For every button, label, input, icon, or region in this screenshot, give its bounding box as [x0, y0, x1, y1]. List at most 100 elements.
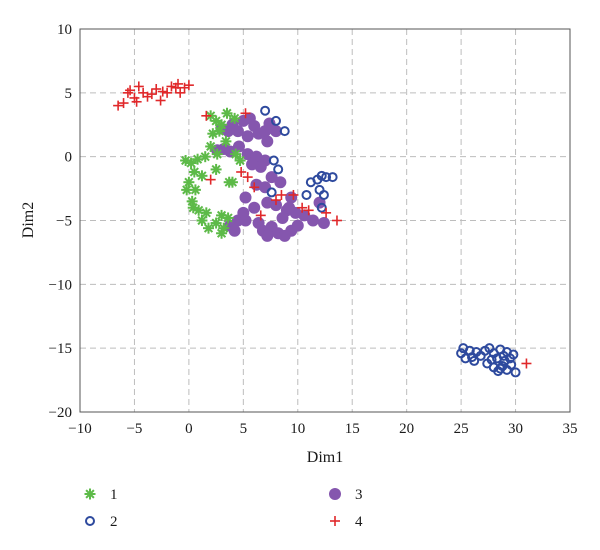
legend-item-1: 1 [84, 487, 118, 503]
series-4-point [162, 87, 173, 98]
y-tick-label: −5 [56, 214, 72, 230]
series-4-point [133, 81, 144, 92]
tick-labels: −10 −5 0 5 10 15 20 25 30 35 −20 −15 −10 −5 0 5 10 [49, 22, 578, 437]
series-4-point [236, 166, 247, 177]
series-1-point [186, 195, 198, 207]
series-4-point [271, 195, 281, 206]
series-4-point [131, 96, 142, 107]
series-1-point [222, 212, 234, 224]
series-4-point [331, 215, 342, 226]
series-2-point [260, 105, 271, 116]
series-2-point [316, 170, 327, 181]
series-3-point [248, 201, 261, 214]
legend: 1 2 3 4 [84, 487, 363, 530]
series-1-point [229, 112, 241, 124]
legend-label: 3 [355, 487, 363, 503]
series-2-point [279, 126, 290, 137]
series-4-point [118, 98, 129, 109]
legend-label: 1 [110, 487, 118, 503]
y-tick-label: 10 [57, 22, 72, 38]
series-3-point [291, 219, 304, 232]
series-2-point [273, 164, 284, 175]
data-points [113, 78, 532, 378]
series-1-point [210, 163, 222, 175]
series-4-point [321, 207, 332, 218]
series-4-point [157, 86, 168, 97]
series-2-point [510, 367, 521, 378]
series-4-point [166, 81, 177, 92]
x-tick-label: 25 [454, 421, 469, 437]
series-1-point [216, 227, 228, 239]
series-1-point [200, 207, 212, 219]
series-4-point [276, 189, 287, 200]
series-4-point [205, 174, 216, 185]
series-4-point [173, 78, 183, 89]
series-1-point [205, 140, 217, 152]
x-tick-label: 35 [563, 421, 578, 437]
series-4-point [242, 172, 253, 183]
legend-marker-3 [329, 488, 341, 500]
series-2-point [460, 353, 471, 364]
legend-marker-4 [330, 516, 340, 526]
y-axis-label: Dim2 [20, 202, 37, 238]
series-3-point [231, 125, 244, 138]
series-1-point [230, 148, 242, 160]
series-1-point [223, 176, 235, 188]
series-1-point [188, 166, 200, 178]
series-4-point [303, 205, 314, 216]
series-1-point [234, 154, 246, 166]
series-3-point [241, 130, 254, 143]
series-2-point [508, 349, 519, 360]
series-4-point [146, 89, 157, 100]
series-2-point [486, 354, 497, 365]
series-4-point [521, 358, 532, 369]
series-4-point [155, 95, 166, 106]
plot-frame [79, 28, 571, 413]
y-tick-label: −20 [49, 405, 72, 421]
series-3-point [270, 125, 282, 138]
series-1-point [196, 170, 208, 182]
series-1-point [192, 153, 204, 165]
x-tick-label: 0 [185, 421, 193, 437]
x-tick-label: 20 [399, 421, 414, 437]
series-1-point [211, 148, 223, 160]
series-3-point [246, 158, 259, 171]
x-axis-label: Dim1 [307, 449, 343, 466]
series-1-point [221, 107, 233, 119]
series-4-point [288, 189, 299, 200]
series-3-point [317, 217, 330, 230]
series-3-point [265, 171, 278, 184]
series-2-point [499, 355, 510, 366]
series-1-point [202, 222, 214, 234]
legend-label: 4 [355, 514, 363, 530]
series-4-point [183, 80, 194, 91]
series-2-point [327, 172, 338, 183]
series-1-point [213, 125, 225, 137]
series-2-point [301, 189, 312, 200]
series-3-point [283, 201, 296, 214]
x-tick-label: 15 [345, 421, 360, 437]
series-1-point [180, 154, 192, 166]
series-3-point [261, 229, 274, 242]
series-1-point [181, 184, 193, 196]
series-3-point [239, 191, 252, 204]
series-3-point [261, 135, 274, 148]
legend-item-4: 4 [330, 514, 363, 530]
x-tick-label: 30 [508, 421, 523, 437]
series-3-point [239, 214, 252, 227]
series-4-point [201, 110, 212, 121]
series-3-point [285, 191, 298, 204]
series-4-point [249, 182, 260, 193]
series-3-point [276, 211, 289, 224]
y-tick-label: −15 [49, 341, 72, 357]
series-3-point [298, 209, 311, 222]
y-tick-label: −10 [49, 277, 72, 293]
series-2-point [271, 115, 281, 126]
x-tick-label: 5 [240, 421, 248, 437]
series-2-point [266, 187, 277, 198]
legend-marker-1 [84, 488, 96, 500]
series-2-point [321, 172, 332, 183]
series-1-point [210, 217, 222, 229]
series-4-point [240, 108, 251, 119]
